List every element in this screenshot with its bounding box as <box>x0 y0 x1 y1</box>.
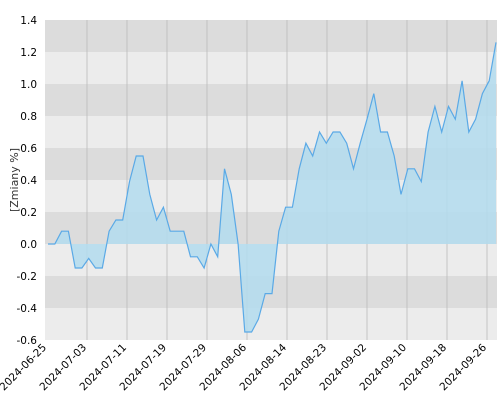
band-3 <box>45 116 497 148</box>
y-tick-label: 0.4 <box>20 175 37 187</box>
x-tick-labels: 2024-06-252024-07-032024-07-112024-07-19… <box>0 341 489 393</box>
y-axis-label: [Zmiany %] <box>8 148 21 212</box>
band-1 <box>45 52 497 84</box>
y-tick-label: -0.2 <box>17 271 38 283</box>
y-tick-label: -0.6 <box>17 335 38 347</box>
y-tick-label: 1.2 <box>20 47 37 59</box>
series-line <box>48 42 497 333</box>
y-tick-label: -0.4 <box>17 303 38 315</box>
band-0 <box>45 20 497 52</box>
y-tick-labels: 1.4 1.2 1.0 0.8 0.6 0.4 0.2 0.0 -0.2 -0.4 -0.6 <box>17 15 38 347</box>
band-9 <box>45 308 497 340</box>
band-2 <box>45 84 497 116</box>
y-tick-label: 0.0 <box>20 239 37 251</box>
y-tick-label: 0.2 <box>20 207 37 219</box>
y-tick-label: 1.0 <box>20 79 37 91</box>
y-tick-label: 1.4 <box>20 15 37 27</box>
y-tick-label: 0.8 <box>20 111 37 123</box>
y-tick-label: 0.6 <box>20 143 37 155</box>
series-area <box>48 42 496 333</box>
area-layer <box>48 42 497 333</box>
